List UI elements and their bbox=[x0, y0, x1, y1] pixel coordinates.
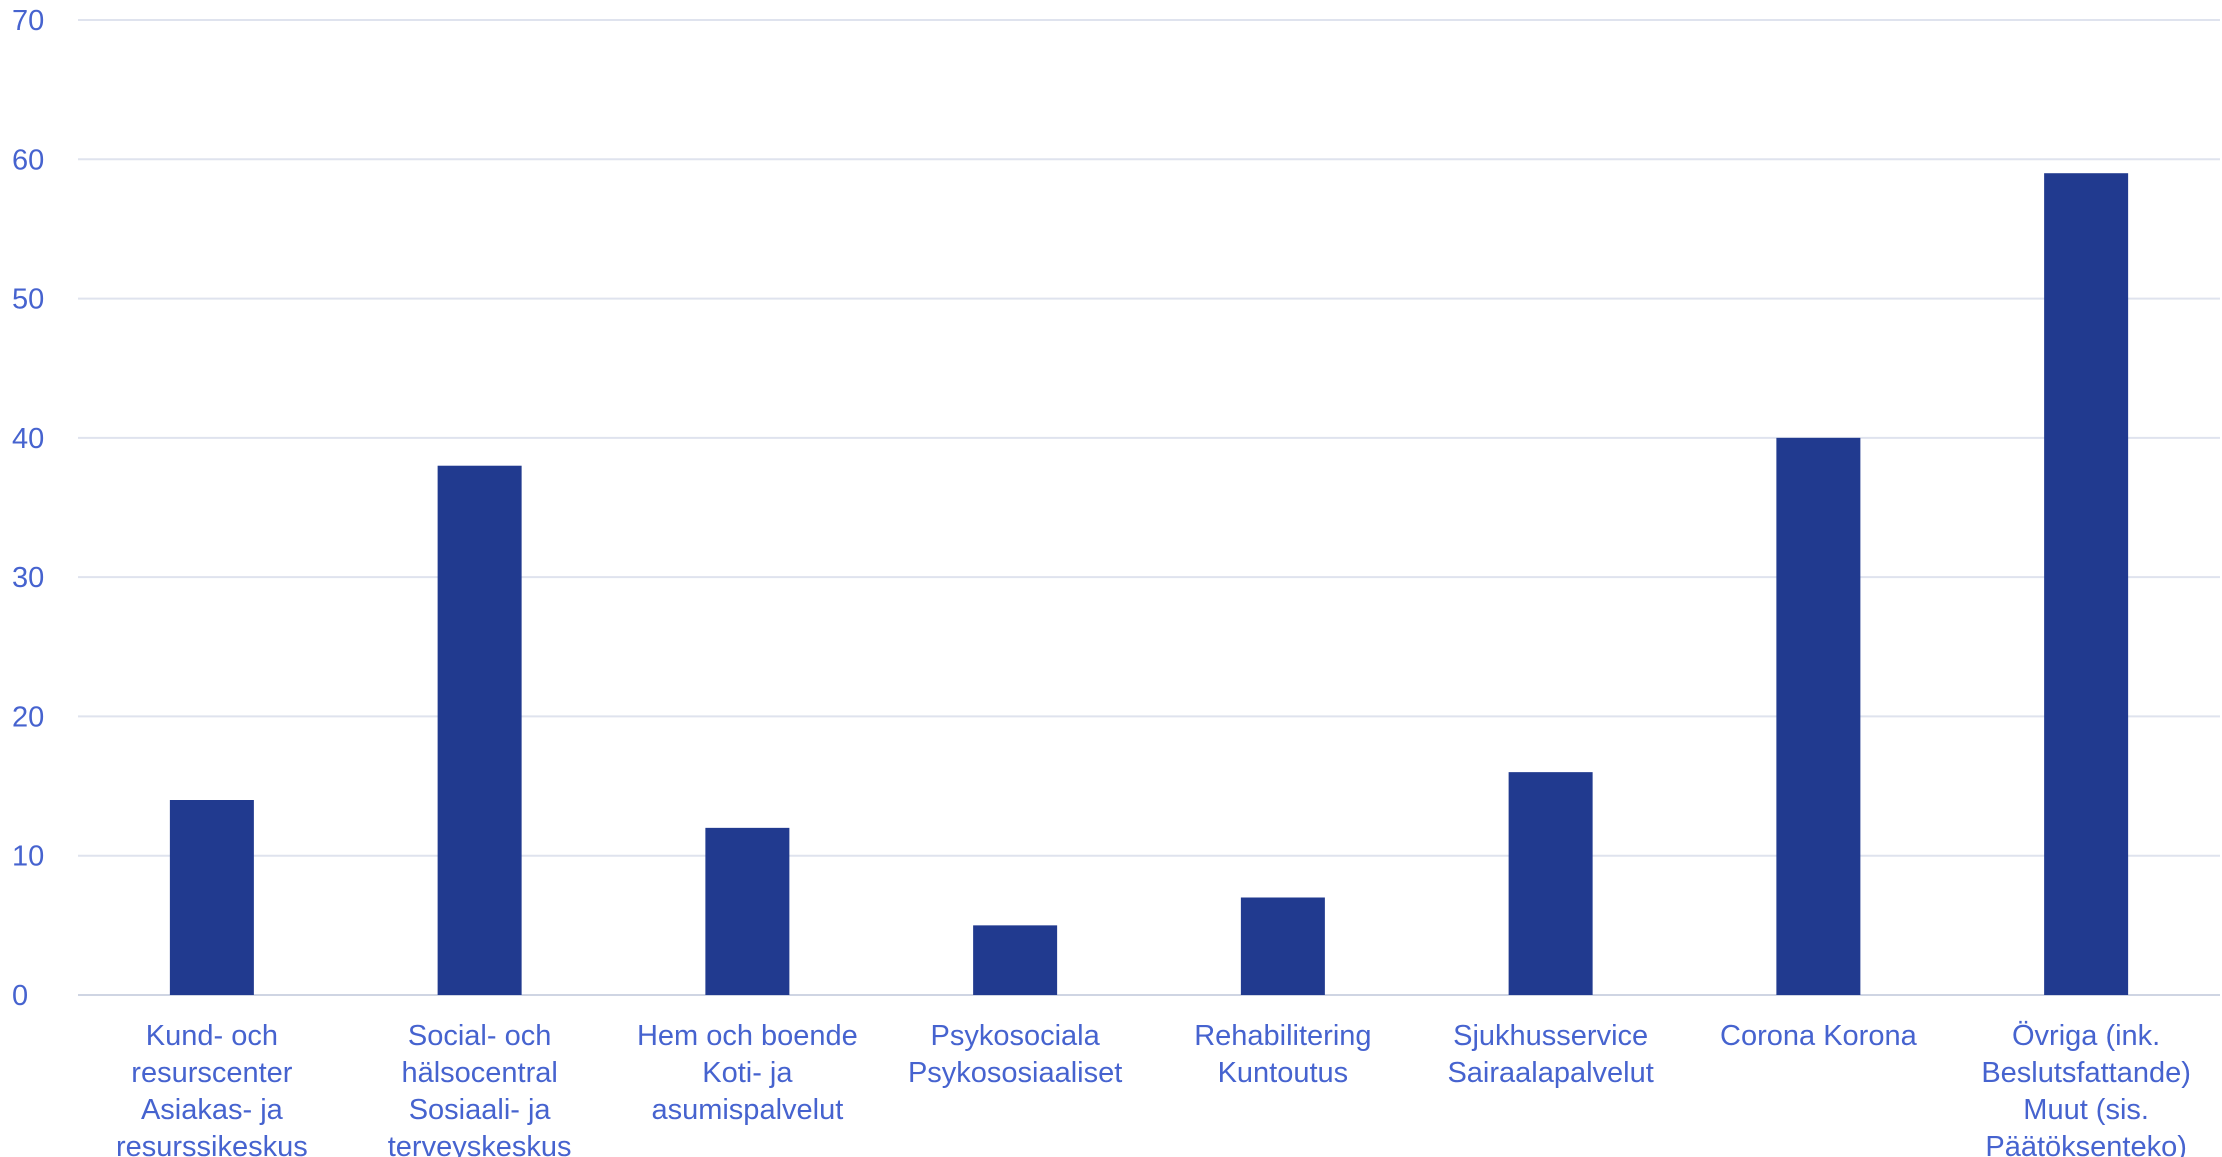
x-category-label-line: Psykososiaaliset bbox=[908, 1057, 1122, 1089]
bar bbox=[973, 925, 1058, 995]
x-category-label-line: hälsocentral bbox=[401, 1057, 557, 1089]
y-tick-label: 40 bbox=[12, 423, 44, 455]
bar bbox=[1508, 772, 1593, 995]
x-category-label-line: Social- och bbox=[408, 1020, 551, 1052]
x-category-label-line: Muut (sis. bbox=[2023, 1094, 2149, 1126]
x-category-label-line: Sairaalapalvelut bbox=[1447, 1057, 1653, 1089]
x-category-label-line: Kund- och bbox=[146, 1020, 278, 1052]
x-category-label-line: Sjukhusservice bbox=[1453, 1020, 1648, 1052]
x-category-label: Rehabilitering Kuntoutus bbox=[1194, 1020, 1371, 1089]
bar bbox=[2044, 173, 2129, 995]
x-category-label-line: asumispalvelut bbox=[651, 1094, 843, 1126]
x-category-label-line: resurscenter bbox=[131, 1057, 293, 1089]
bar bbox=[1240, 897, 1325, 995]
x-category-label-line: Psykosociala bbox=[931, 1020, 1101, 1052]
y-tick-label: 0 bbox=[12, 980, 28, 1012]
x-category-label-line: Rehabilitering bbox=[1194, 1020, 1371, 1052]
y-tick-label: 20 bbox=[12, 701, 44, 733]
x-category-label-line: Sosiaali- ja bbox=[409, 1094, 552, 1126]
x-category-label: Kund- och resurscenter Asiakas- ja resurssi… bbox=[116, 1020, 308, 1157]
bar bbox=[437, 465, 522, 995]
bar bbox=[1776, 437, 1861, 995]
x-category-label: Sjukhusservice Sairaalapalvelut bbox=[1447, 1020, 1653, 1089]
y-tick-label: 50 bbox=[12, 284, 44, 316]
bars bbox=[169, 173, 2129, 995]
x-category-label-line: Övriga (ink. bbox=[2012, 1020, 2160, 1052]
x-category-label: Social- och hälsocentral Sosiaali- ja terve… bbox=[388, 1020, 572, 1157]
gridlines bbox=[78, 19, 2220, 996]
y-tick-label: 10 bbox=[12, 841, 44, 873]
x-category-label-line: terveyskeskus bbox=[388, 1131, 572, 1157]
x-category-label-line: Corona Korona bbox=[1720, 1020, 1918, 1052]
y-tick-label: 30 bbox=[12, 562, 44, 594]
x-category-label-line: resurssikeskus bbox=[116, 1131, 308, 1157]
x-category-label-line: Koti- ja bbox=[702, 1057, 793, 1089]
x-category-label-line: Hem och boende bbox=[637, 1020, 858, 1052]
x-category-label: Psykosociala Psykososiaaliset bbox=[908, 1020, 1122, 1089]
bar bbox=[169, 800, 254, 995]
bar bbox=[705, 827, 790, 995]
x-category-label: Hem och boende Koti- ja asumispalvelut bbox=[637, 1020, 858, 1126]
x-category-label: Corona Korona bbox=[1720, 1020, 1918, 1052]
x-category-label-line: Beslutsfattande) bbox=[1981, 1057, 2191, 1089]
x-category-label: Övriga (ink. Beslutsfattande) Muut (sis. Pä… bbox=[1981, 1020, 2191, 1157]
y-tick-label: 70 bbox=[12, 5, 44, 37]
x-category-label-line: Kuntoutus bbox=[1218, 1057, 1349, 1089]
x-category-label-line: Asiakas- ja bbox=[141, 1094, 284, 1126]
y-tick-label: 60 bbox=[12, 144, 44, 176]
y-axis-tick-labels: 0 10 20 30 40 50 60 70 bbox=[12, 5, 44, 1012]
x-axis-category-labels: Kund- och resurscenter Asiakas- ja resurssi… bbox=[116, 1020, 2191, 1157]
x-category-label-line: Päätöksenteko) bbox=[1985, 1131, 2187, 1157]
